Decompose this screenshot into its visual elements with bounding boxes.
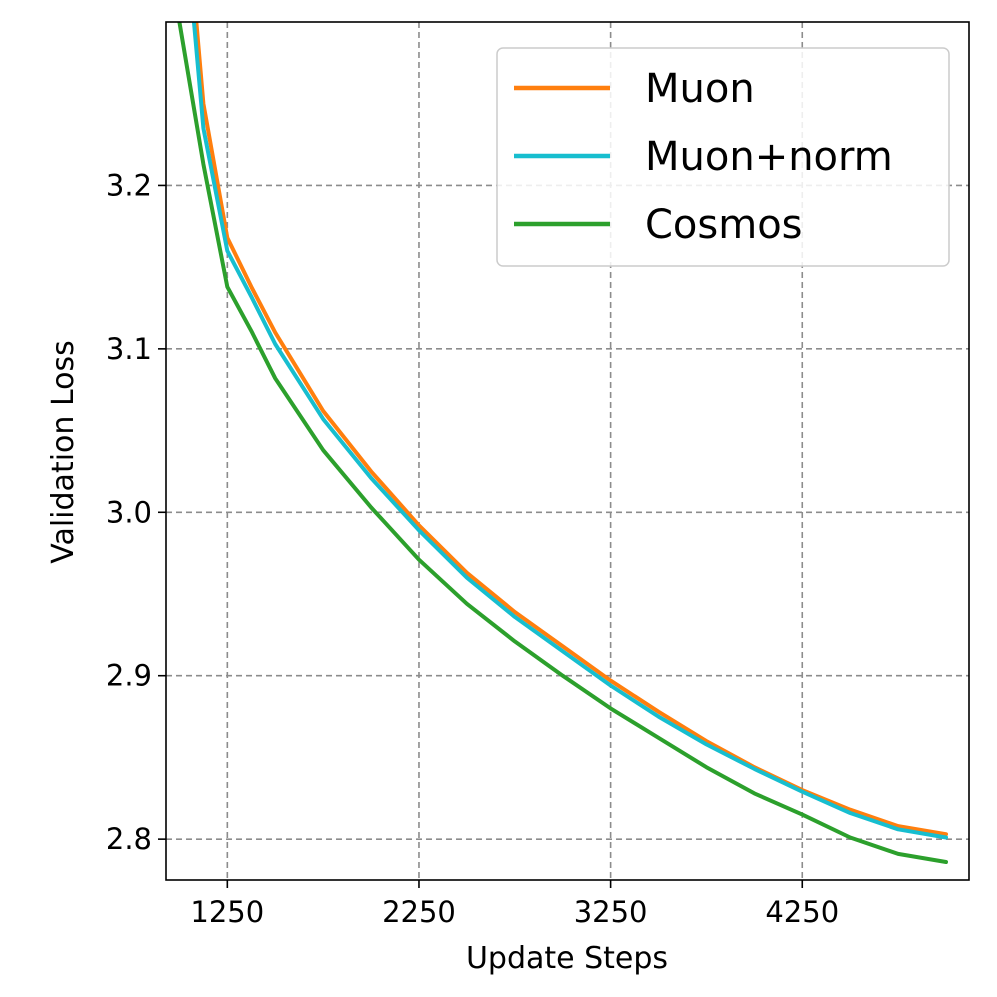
y-tick-label: 3.2: [106, 168, 152, 202]
plot-frame: [165, 21, 970, 881]
x-tick-label: 3250: [574, 895, 648, 929]
series-line-1: [191, 22, 948, 840]
x-axis-label: Update Steps: [466, 941, 668, 976]
series-lines: [177, 22, 948, 864]
legend-label-2: Cosmos: [645, 202, 803, 248]
x-tick-label: 1250: [190, 895, 264, 929]
y-tick-label: 2.8: [106, 822, 152, 856]
y-tick-label: 3.1: [106, 332, 152, 366]
y-tick-label: 3.0: [106, 495, 152, 529]
series-line-2: [177, 22, 948, 864]
legend-label-1: Muon+norm: [645, 134, 893, 180]
legend: Muon Muon+norm Cosmos: [496, 47, 950, 267]
y-tick-label: 2.9: [106, 659, 152, 693]
axis-ticks: 1250 2250 3250 4250 2.8 2.9 3.0 3.1 3.2: [106, 168, 839, 929]
legend-box: [496, 47, 950, 267]
x-tick-label: 4250: [765, 895, 839, 929]
x-tick-label: 2250: [382, 895, 456, 929]
y-axis-label: Validation Loss: [46, 340, 81, 563]
legend-label-0: Muon: [645, 66, 755, 112]
